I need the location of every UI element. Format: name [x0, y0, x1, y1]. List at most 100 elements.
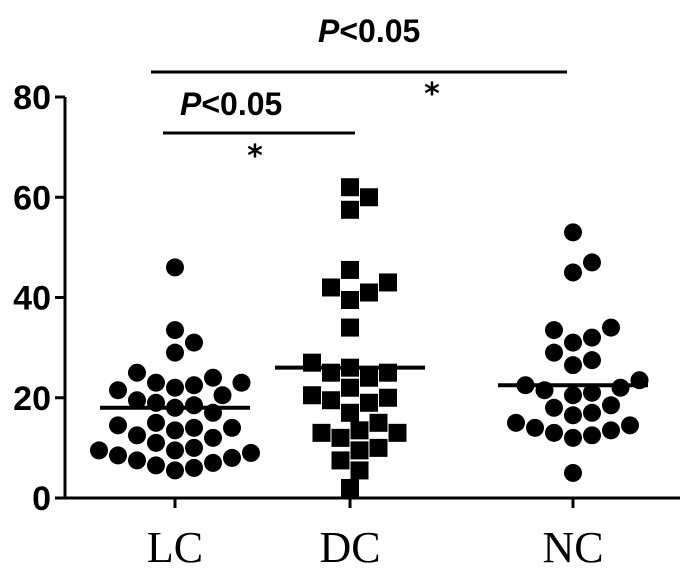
- data-point-square: [360, 393, 378, 412]
- data-point-circle: [128, 363, 146, 382]
- data-point-circle: [564, 428, 582, 447]
- data-point-circle: [166, 378, 184, 397]
- data-point-square: [369, 413, 388, 432]
- data-point-circle: [185, 418, 203, 437]
- data-point-square: [322, 391, 340, 410]
- data-point-circle: [185, 458, 203, 477]
- data-point-circle: [564, 386, 582, 405]
- chart-marks: [90, 178, 649, 497]
- p-threshold: <0.05: [201, 86, 282, 122]
- data-point-circle: [185, 333, 203, 352]
- data-point-square: [360, 283, 378, 302]
- data-point-circle: [109, 381, 127, 400]
- data-point-circle: [583, 426, 601, 445]
- data-point-circle: [204, 453, 222, 472]
- x-tick-label: DC: [319, 523, 380, 571]
- data-point-circle: [564, 223, 582, 242]
- data-point-circle: [147, 433, 165, 452]
- data-point-circle: [204, 368, 222, 387]
- data-point-circle: [109, 416, 127, 435]
- data-point-circle: [166, 461, 184, 480]
- data-point-square: [303, 386, 321, 405]
- data-point-circle: [204, 428, 222, 447]
- y-tick-label: 20: [13, 380, 51, 418]
- data-point-circle: [166, 258, 184, 277]
- group-dc-points: [303, 178, 407, 497]
- data-point-circle: [611, 378, 630, 397]
- data-point-square: [341, 478, 359, 497]
- p-symbol: P: [180, 86, 202, 122]
- p-value-label: P<0.05: [318, 13, 420, 49]
- data-point-circle: [185, 396, 203, 415]
- y-tick-label: 80: [13, 79, 51, 117]
- data-point-square: [341, 403, 359, 422]
- data-point-square: [341, 200, 359, 219]
- data-point-circle: [90, 441, 108, 460]
- data-point-circle: [128, 391, 146, 410]
- data-point-circle: [128, 451, 146, 470]
- data-point-circle: [147, 456, 165, 475]
- data-point-square: [360, 188, 378, 207]
- data-point-circle: [583, 351, 601, 370]
- data-point-circle: [564, 463, 582, 482]
- group-lc-points: [90, 258, 260, 480]
- data-point-square: [379, 273, 397, 292]
- data-point-circle: [564, 356, 582, 375]
- data-point-circle: [583, 253, 601, 272]
- data-point-circle: [128, 426, 146, 445]
- data-point-circle: [223, 418, 241, 437]
- data-point-circle: [166, 421, 184, 440]
- x-tick-label: LC: [147, 523, 203, 571]
- data-point-circle: [232, 373, 251, 392]
- data-point-circle: [185, 376, 203, 395]
- data-point-circle: [109, 446, 127, 465]
- data-point-circle: [545, 423, 563, 442]
- data-point-square: [331, 428, 350, 447]
- data-point-square: [350, 421, 369, 440]
- data-point-square: [341, 378, 359, 397]
- data-point-circle: [583, 403, 601, 422]
- data-point-square: [312, 423, 331, 442]
- data-point-square: [350, 441, 369, 460]
- data-point-circle: [147, 413, 165, 432]
- data-point-square: [379, 388, 397, 407]
- data-point-circle: [583, 328, 601, 347]
- group-nc-points: [507, 223, 649, 482]
- data-point-circle: [185, 438, 203, 457]
- data-point-circle: [621, 416, 639, 435]
- data-point-circle: [507, 413, 525, 432]
- data-point-circle: [213, 386, 232, 405]
- data-point-square: [350, 461, 369, 480]
- data-point-circle: [583, 383, 601, 402]
- data-point-square: [322, 278, 340, 297]
- data-point-circle: [166, 441, 184, 460]
- data-point-square: [341, 291, 359, 310]
- data-point-circle: [223, 448, 241, 467]
- data-point-circle: [526, 418, 544, 437]
- data-point-circle: [602, 318, 620, 337]
- data-point-square: [341, 178, 359, 197]
- significance-star: *: [424, 77, 440, 112]
- data-point-circle: [545, 398, 563, 417]
- data-point-circle: [166, 321, 184, 340]
- p-symbol: P: [318, 13, 340, 49]
- data-point-square: [331, 451, 350, 470]
- data-point-circle: [166, 343, 184, 362]
- data-point-circle: [602, 396, 620, 415]
- chart-axes: 0 20 40 60 80 LC DC NC: [13, 79, 680, 571]
- data-point-square: [341, 318, 359, 337]
- data-point-circle: [242, 443, 260, 462]
- data-point-square: [388, 423, 407, 442]
- y-tick-label: 0: [32, 480, 51, 518]
- data-point-square: [360, 368, 378, 387]
- data-point-circle: [602, 421, 620, 440]
- data-point-circle: [545, 321, 563, 340]
- y-tick-label: 60: [13, 179, 51, 217]
- data-point-circle: [564, 333, 582, 352]
- p-threshold: <0.05: [339, 13, 420, 49]
- data-point-circle: [545, 343, 563, 362]
- x-tick-label: NC: [542, 523, 603, 571]
- p-value-label: P<0.05: [180, 86, 282, 122]
- significance-annotations: P<0.05*P<0.05*: [151, 13, 567, 174]
